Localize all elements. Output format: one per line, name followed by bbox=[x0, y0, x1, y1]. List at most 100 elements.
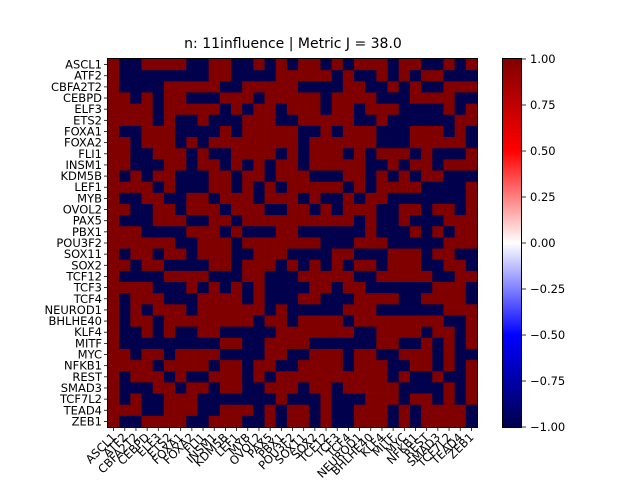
heatmap-cell bbox=[432, 148, 444, 160]
heatmap-cell bbox=[231, 348, 243, 361]
heatmap-cell bbox=[365, 304, 377, 316]
heatmap-cell bbox=[298, 415, 310, 428]
heatmap-cell bbox=[286, 282, 299, 294]
heatmap-cell bbox=[186, 92, 198, 104]
heatmap-cell bbox=[152, 360, 165, 372]
heatmap-cell bbox=[163, 304, 176, 316]
heatmap-cell bbox=[387, 59, 400, 71]
heatmap-cell bbox=[432, 192, 444, 205]
heatmap-cell bbox=[342, 148, 355, 160]
heatmap-cell bbox=[286, 114, 299, 127]
heatmap-cell bbox=[208, 248, 221, 261]
heatmap-cell bbox=[208, 415, 221, 428]
heatmap-cell bbox=[264, 315, 277, 328]
heatmap-cell bbox=[365, 114, 377, 127]
heatmap-cell bbox=[242, 181, 254, 194]
heatmap-cell bbox=[130, 304, 142, 316]
heatmap-cell bbox=[376, 360, 388, 372]
heatmap-cell bbox=[342, 337, 355, 350]
heatmap-cell bbox=[219, 259, 232, 272]
heatmap-cell bbox=[242, 337, 254, 350]
heatmap-cell bbox=[175, 337, 187, 350]
heatmap-cell bbox=[409, 360, 422, 372]
heatmap-cell bbox=[320, 348, 333, 361]
heatmap-cell bbox=[342, 404, 355, 417]
heatmap-cell bbox=[119, 259, 131, 272]
heatmap-cell bbox=[354, 114, 366, 127]
heatmap-cell bbox=[432, 259, 444, 272]
heatmap-cell bbox=[264, 382, 277, 394]
heatmap-cell bbox=[298, 192, 310, 205]
heatmap-cell bbox=[119, 159, 131, 171]
heatmap-cell bbox=[175, 393, 187, 406]
heatmap-cell bbox=[454, 170, 467, 183]
heatmap-cell bbox=[275, 304, 288, 316]
heatmap-cell bbox=[286, 337, 299, 350]
colorbar-tick-label: 0.50 bbox=[530, 144, 556, 158]
heatmap-cell bbox=[108, 337, 120, 350]
heatmap-cell bbox=[119, 114, 131, 127]
y-tick-label: SOX11 bbox=[64, 247, 102, 261]
heatmap-cell bbox=[432, 159, 444, 171]
heatmap-cell bbox=[264, 226, 277, 238]
heatmap-cell bbox=[298, 393, 310, 406]
heatmap-cell bbox=[421, 382, 433, 394]
heatmap-cell bbox=[242, 92, 254, 104]
heatmap-cell bbox=[409, 215, 422, 227]
heatmap-cell bbox=[152, 114, 165, 127]
heatmap-cell bbox=[354, 382, 366, 394]
heatmap-cell bbox=[253, 304, 265, 316]
y-tick-label: TEAD4 bbox=[63, 403, 102, 417]
heatmap-cell bbox=[152, 248, 165, 261]
heatmap-cell bbox=[231, 170, 243, 183]
heatmap-cell bbox=[186, 348, 198, 361]
heatmap-cell bbox=[320, 393, 333, 406]
heatmap-cell bbox=[421, 70, 433, 82]
heatmap-cell bbox=[197, 181, 210, 194]
heatmap-cell bbox=[253, 382, 265, 394]
heatmap-cell bbox=[242, 170, 254, 183]
heatmap-cell bbox=[108, 348, 120, 361]
heatmap-cell bbox=[163, 148, 176, 160]
heatmap-cell bbox=[108, 326, 120, 339]
heatmap-cell bbox=[186, 81, 198, 93]
heatmap-cell bbox=[130, 215, 142, 227]
heatmap-cell bbox=[163, 170, 176, 183]
heatmap-cell bbox=[208, 259, 221, 272]
heatmap-cell bbox=[163, 326, 176, 339]
heatmap-cell bbox=[253, 70, 265, 82]
heatmap-cell bbox=[309, 371, 321, 383]
heatmap-cell bbox=[186, 215, 198, 227]
colorbar-tick-label: −0.25 bbox=[530, 282, 565, 296]
heatmap-cell bbox=[208, 215, 221, 227]
heatmap-cell bbox=[421, 59, 433, 71]
heatmap-cell bbox=[387, 148, 400, 160]
heatmap-cell bbox=[242, 282, 254, 294]
heatmap-cell bbox=[387, 326, 400, 339]
heatmap-cell bbox=[208, 148, 221, 160]
heatmap-cell bbox=[387, 259, 400, 272]
heatmap-cell bbox=[108, 237, 120, 249]
heatmap-cell bbox=[421, 203, 433, 216]
heatmap-cell bbox=[286, 348, 299, 361]
heatmap-cell bbox=[398, 226, 411, 238]
heatmap-cell bbox=[354, 81, 366, 93]
heatmap-cell bbox=[398, 192, 411, 205]
heatmap-cell bbox=[421, 159, 433, 171]
heatmap-cell bbox=[443, 304, 456, 316]
heatmap-cell bbox=[298, 304, 310, 316]
heatmap-cell bbox=[175, 270, 187, 283]
heatmap-cell bbox=[465, 360, 478, 372]
heatmap-cell bbox=[398, 159, 411, 171]
heatmap-cell bbox=[443, 415, 456, 428]
heatmap-cell bbox=[443, 125, 456, 138]
heatmap-cell bbox=[264, 415, 277, 428]
heatmap-cell bbox=[219, 304, 232, 316]
heatmap-cell bbox=[365, 393, 377, 406]
heatmap-cell bbox=[108, 393, 120, 406]
heatmap-cell bbox=[219, 360, 232, 372]
heatmap-cell bbox=[219, 415, 232, 428]
heatmap-cell bbox=[432, 282, 444, 294]
heatmap-cell bbox=[365, 125, 377, 138]
heatmap-cell bbox=[208, 282, 221, 294]
